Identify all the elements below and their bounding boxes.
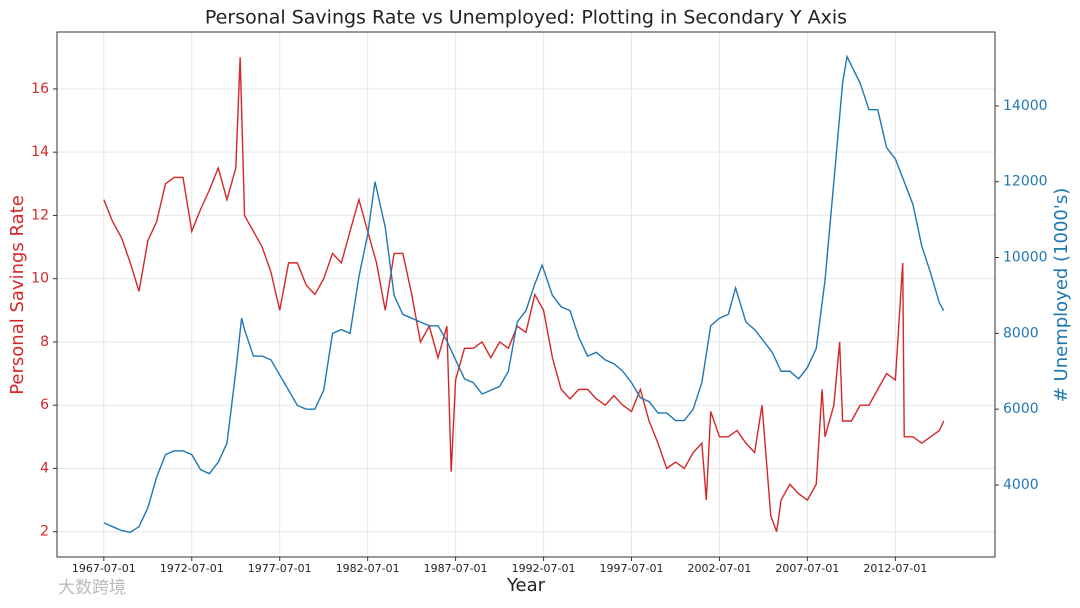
- y2-tick-label: 4000: [1003, 477, 1039, 493]
- y2-tick-label: 14000: [1003, 98, 1048, 114]
- x-tick-label: 1972-07-01: [160, 562, 224, 575]
- watermark: 大数跨境: [58, 578, 126, 598]
- y-tick-label: 12: [31, 207, 49, 223]
- x-tick-label: 1987-07-01: [424, 562, 488, 575]
- y2-tick-label: 10000: [1003, 250, 1048, 266]
- y-tick-label: 8: [40, 334, 49, 350]
- y2-tick-label: 6000: [1003, 401, 1039, 417]
- x-axis-label: Year: [506, 575, 546, 596]
- y-axis-label: Personal Savings Rate: [7, 195, 28, 395]
- x-tick-label: 2002-07-01: [687, 562, 751, 575]
- data-line: [103, 54, 945, 534]
- x-tick-label: 1977-07-01: [248, 562, 312, 575]
- x-tick-label: 2007-07-01: [775, 562, 839, 575]
- y2-tick-label: 12000: [1003, 174, 1048, 190]
- y-tick-label: 6: [40, 397, 49, 413]
- y2-tick-label: 8000: [1003, 325, 1039, 341]
- y-tick-label: 4: [40, 460, 49, 476]
- x-tick-label: 1967-07-01: [72, 562, 136, 575]
- x-tick-label: 1992-07-01: [512, 562, 576, 575]
- y-tick-label: 16: [31, 81, 49, 97]
- chart-title: Personal Savings Rate vs Unemployed: Plo…: [205, 7, 847, 29]
- y-tick-label: 10: [31, 271, 49, 287]
- data-line: [103, 57, 945, 532]
- y-tick-label: 2: [40, 524, 49, 540]
- x-tick-label: 2012-07-01: [863, 562, 927, 575]
- x-tick-label: 1997-07-01: [600, 562, 664, 575]
- x-tick-label: 1982-07-01: [336, 562, 400, 575]
- y-tick-label: 14: [31, 144, 49, 160]
- y2-axis-label: # Unemployed (1000's): [1051, 188, 1072, 403]
- plot-frame: [56, 31, 996, 558]
